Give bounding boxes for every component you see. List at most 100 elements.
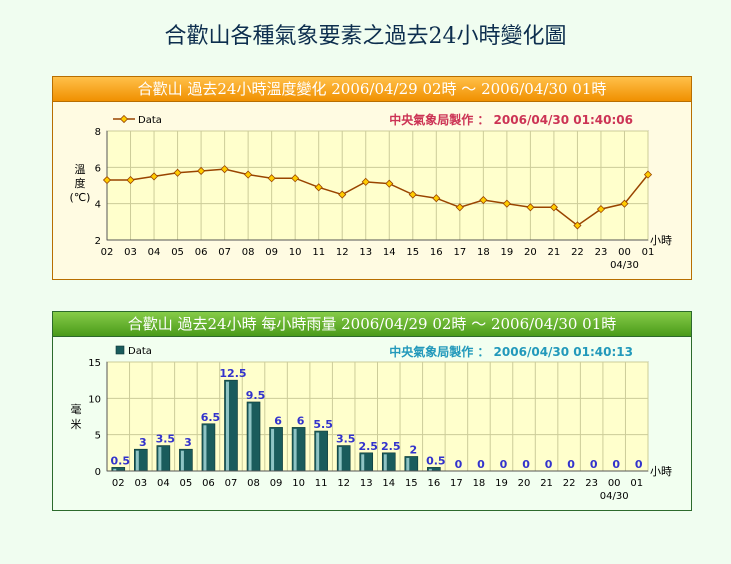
temp-series-line xyxy=(107,168,649,227)
rain-x-tick-label: 20 xyxy=(518,478,531,489)
rain-legend-label: Data xyxy=(128,346,152,357)
rain-y-tick-label: 10 xyxy=(88,394,101,405)
rain-bar-highlight xyxy=(316,432,320,471)
temp-data-point xyxy=(479,195,488,205)
temp-data-point xyxy=(432,194,441,203)
rain-data-label: 3 xyxy=(139,436,147,449)
rain-data-label: 2.5 xyxy=(358,440,378,453)
rain-data-label: 0 xyxy=(545,458,553,471)
temperature-chart-title: 合歡山 過去24小時溫度變化 2006/04/29 02時 ～ 2006/04/… xyxy=(53,77,691,102)
temp-data-point xyxy=(408,190,417,199)
temp-data-point xyxy=(244,170,253,179)
rain-data-label: 6 xyxy=(274,414,282,427)
rain-x-tick-label: 08 xyxy=(247,478,260,489)
rain-data-label: 0 xyxy=(567,458,575,471)
temp-x-tick-label: 03 xyxy=(124,247,137,258)
temp-date-label: 04/30 xyxy=(610,260,639,271)
temp-data-point xyxy=(338,190,347,199)
rain-data-label: 6 xyxy=(297,414,305,427)
rain-x-tick-label: 18 xyxy=(473,478,486,489)
temp-y-axis-label: 度 xyxy=(75,176,86,190)
rain-x-tick-label: 12 xyxy=(337,478,350,489)
rain-x-tick-label: 21 xyxy=(540,478,553,489)
rain-x-tick-label: 07 xyxy=(225,478,238,489)
rain-data-label: 0 xyxy=(455,458,463,471)
rain-bar-highlight xyxy=(293,428,297,471)
temp-x-tick-label: 21 xyxy=(548,247,561,258)
rain-data-label: 5.5 xyxy=(313,418,333,431)
temp-x-tick-label: 10 xyxy=(289,247,302,258)
rain-x-tick-label: 03 xyxy=(134,478,147,489)
rain-x-tick-label: 13 xyxy=(360,478,373,489)
temp-legend-label: Data xyxy=(138,115,162,126)
temp-data-point xyxy=(102,175,112,185)
temp-x-tick-label: 11 xyxy=(312,247,325,258)
temp-x-tick-label: 05 xyxy=(171,247,184,258)
temp-x-tick-label: 00 xyxy=(618,247,631,258)
rain-data-label: 0 xyxy=(590,458,598,471)
rain-x-tick-label: 14 xyxy=(382,478,395,489)
rain-y-axis-label: 毫 xyxy=(71,402,82,416)
temp-y-axis-label: (℃) xyxy=(70,191,91,204)
rain-bar-highlight xyxy=(248,403,252,471)
temp-x-tick-label: 08 xyxy=(242,247,255,258)
rain-x-tick-label: 17 xyxy=(450,478,463,489)
rain-x-tick-label: 02 xyxy=(112,478,125,489)
temp-data-point xyxy=(267,174,276,183)
rain-bar-highlight xyxy=(135,450,139,471)
rain-x-tick-label: 01 xyxy=(630,478,643,489)
temp-x-tick-label: 12 xyxy=(336,247,349,258)
rain-data-label: 0 xyxy=(522,458,530,471)
rain-bar-highlight xyxy=(361,454,365,471)
rain-bar-highlight xyxy=(180,450,184,471)
rain-bar-highlight xyxy=(383,454,387,471)
rainfall-chart-title: 合歡山 過去24小時 每小時雨量 2006/04/29 02時 ～ 2006/0… xyxy=(53,312,691,337)
rain-bar-highlight xyxy=(271,428,275,471)
temp-credit-text: 中央氣象局製作 ： 2006/04/30 01:40:06 xyxy=(389,112,633,127)
temp-x-tick-label: 17 xyxy=(453,247,466,258)
temp-data-point xyxy=(291,174,300,183)
temp-data-point xyxy=(149,172,159,181)
temp-data-point xyxy=(173,168,182,177)
temp-data-point xyxy=(596,205,606,214)
rain-bar-highlight xyxy=(113,468,117,471)
temp-x-tick-label: 18 xyxy=(477,247,490,258)
rain-data-label: 0.5 xyxy=(426,454,446,467)
temp-data-point xyxy=(361,177,370,186)
rain-data-label: 12.5 xyxy=(219,367,246,380)
temp-x-tick-label: 14 xyxy=(383,247,396,258)
temp-data-point xyxy=(643,170,653,179)
rain-data-label: 6.5 xyxy=(201,411,221,424)
rain-x-tick-label: 16 xyxy=(427,478,440,489)
rain-legend-marker xyxy=(115,345,125,355)
rain-bar-highlight xyxy=(225,381,229,471)
rain-date-label: 04/30 xyxy=(600,491,629,502)
temp-data-point xyxy=(455,203,464,212)
rain-data-label: 0 xyxy=(477,458,485,471)
temp-x-tick-label: 13 xyxy=(359,247,372,258)
page-title: 合歡山各種氣象要素之過去24小時變化圖 xyxy=(164,24,567,49)
rain-data-label: 0.5 xyxy=(111,454,131,467)
rain-data-label: 3 xyxy=(184,436,192,449)
temp-x-unit-label: 小時 xyxy=(650,234,672,247)
rain-y-axis-label: 米 xyxy=(71,418,82,431)
rain-y-tick-label: 15 xyxy=(88,358,101,369)
temp-y-axis-label: 溫 xyxy=(75,162,86,176)
rain-data-label: 2.5 xyxy=(381,440,401,453)
temp-x-tick-label: 23 xyxy=(595,247,608,258)
temp-x-tick-label: 01 xyxy=(642,247,655,258)
temp-data-point xyxy=(314,183,323,192)
temp-plot-area xyxy=(106,130,649,241)
temp-data-point xyxy=(620,199,629,208)
rain-x-unit-label: 小時 xyxy=(650,465,672,478)
rain-data-label: 2 xyxy=(409,443,417,456)
temp-x-tick-label: 04 xyxy=(148,247,161,258)
temp-y-tick-label: 4 xyxy=(95,200,101,211)
rain-bar-highlight xyxy=(338,447,342,471)
temp-x-tick-label: 02 xyxy=(101,247,114,258)
rain-bar-highlight xyxy=(158,447,162,471)
rain-x-tick-label: 06 xyxy=(202,478,215,489)
rain-x-tick-label: 15 xyxy=(405,478,418,489)
temp-x-tick-label: 19 xyxy=(501,247,514,258)
rain-x-tick-label: 09 xyxy=(270,478,283,489)
